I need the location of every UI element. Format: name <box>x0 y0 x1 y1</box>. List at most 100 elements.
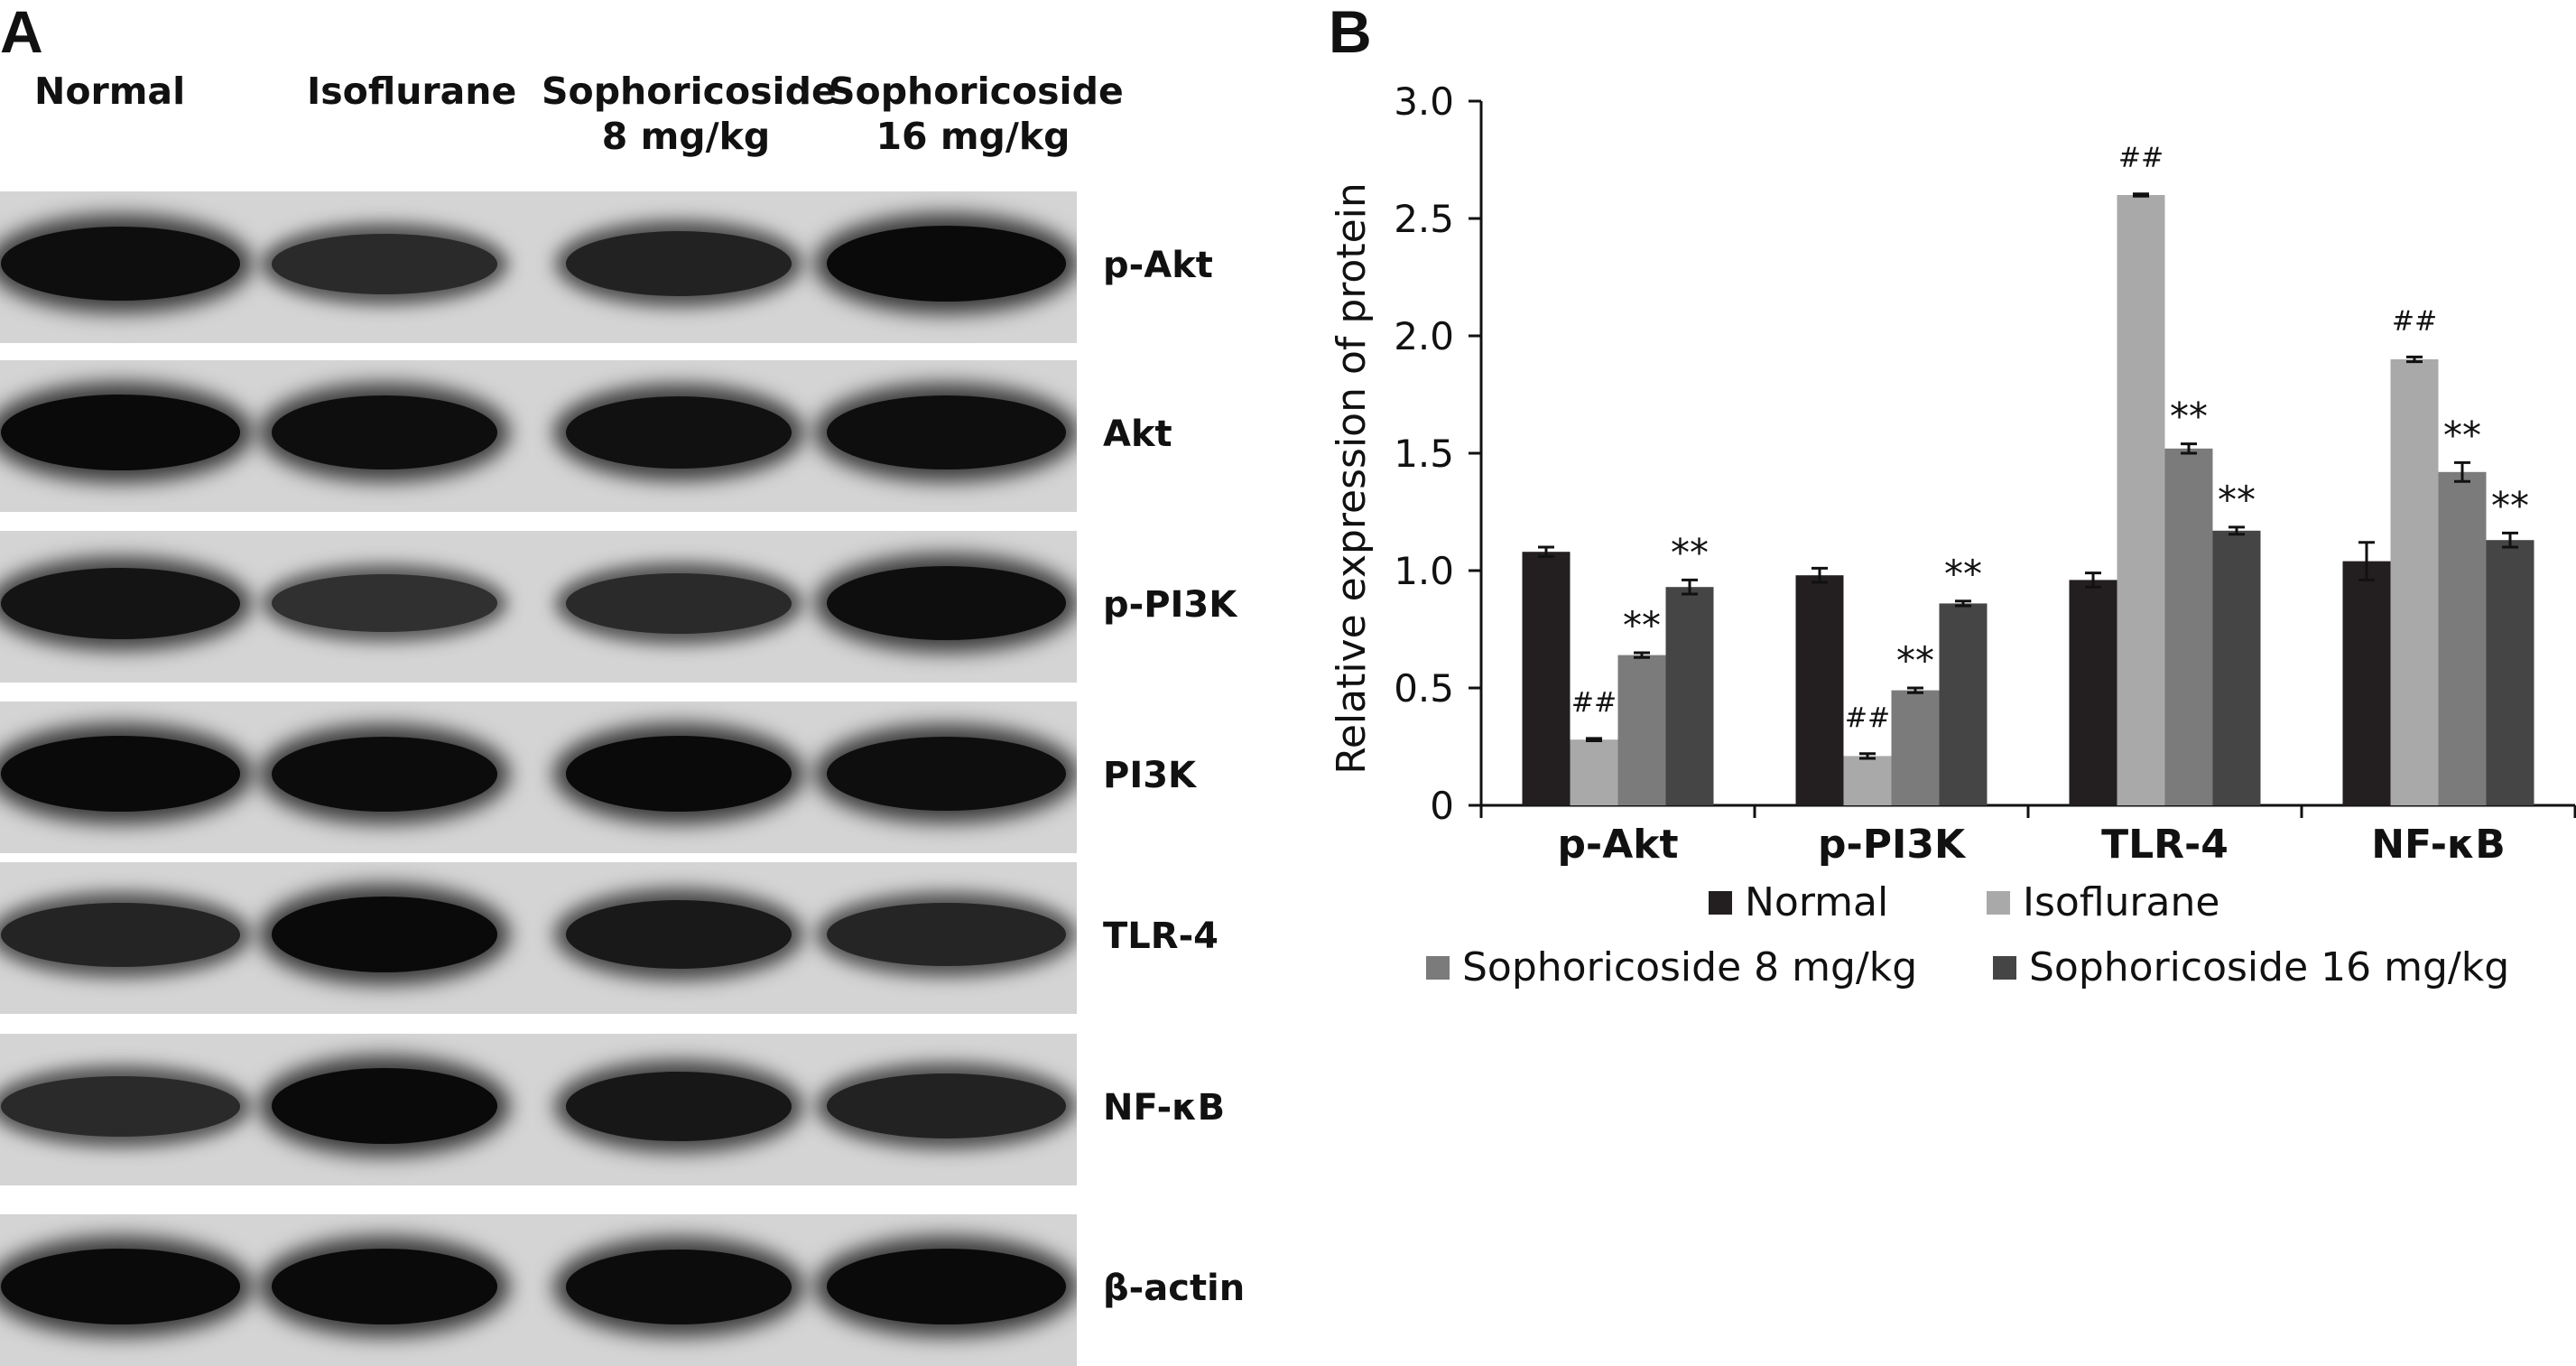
significance-marker: ** <box>1944 552 1982 596</box>
y-tick-label: 0.5 <box>1394 666 1454 711</box>
blot-label: TLR-4 <box>1103 915 1219 957</box>
blot-strip <box>0 531 1077 683</box>
blot-band <box>272 736 497 812</box>
panel-b-letter: B <box>1329 0 1372 65</box>
legend-label: Sophoricoside 8 mg/kg <box>1462 944 1918 990</box>
blot-band <box>566 1071 792 1141</box>
panel-a-letter: A <box>0 0 43 65</box>
x-tick-label: TLR-4 <box>2101 822 2229 868</box>
bar <box>1795 575 1844 805</box>
blot-label: PI3K <box>1103 755 1197 796</box>
significance-marker: ## <box>2392 305 2437 337</box>
blot-band <box>826 737 1066 811</box>
blot-band <box>272 233 497 294</box>
blot-label: p-PI3K <box>1103 584 1237 626</box>
blot-band <box>0 227 240 301</box>
blot-label: β-actin <box>1103 1268 1246 1309</box>
lane-header-line1: Isoflurane <box>307 70 517 113</box>
y-tick-label: 1.5 <box>1394 432 1454 476</box>
lane-header-line1: Sophoricoside <box>542 70 837 113</box>
legend-item: Sophoricoside 16 mg/kg <box>1993 948 2509 988</box>
legend-label: Normal <box>1745 879 1889 925</box>
y-tick-label: 3.0 <box>1394 79 1454 124</box>
blot-band <box>566 900 792 969</box>
blot-band <box>0 736 240 812</box>
blot-strip <box>0 1214 1077 1366</box>
significance-marker: ** <box>2443 413 2481 457</box>
blot-strip <box>0 702 1077 853</box>
legend-item: Normal <box>1709 883 1888 923</box>
blot-band <box>826 903 1066 966</box>
blot-band <box>566 231 792 296</box>
y-tick-label: 2.5 <box>1394 197 1454 241</box>
bar <box>1843 756 1892 805</box>
bar <box>2342 561 2391 805</box>
bar <box>2390 359 2439 805</box>
blot-band <box>566 736 792 812</box>
blot-band <box>566 1249 792 1324</box>
significance-marker: ## <box>1845 702 1890 734</box>
bar <box>1665 587 1714 805</box>
blot-band <box>826 1249 1066 1324</box>
blot-band <box>0 567 240 639</box>
significance-marker: ## <box>1571 687 1617 719</box>
blot-strip <box>0 1034 1077 1185</box>
x-tick-label: p-Akt <box>1557 822 1678 868</box>
blot-strip <box>0 360 1077 512</box>
significance-marker: ** <box>2218 478 2256 522</box>
bar <box>1570 739 1618 805</box>
legend-label: Sophoricoside 16 mg/kg <box>2029 944 2510 990</box>
blot-label: p-Akt <box>1103 245 1213 286</box>
x-tick-label: NF-κB <box>2371 822 2506 868</box>
blot-band <box>0 395 240 470</box>
significance-marker: ** <box>2170 395 2208 439</box>
lane-header-isoflurane: Isoflurane <box>307 69 517 114</box>
blot-band <box>0 1075 240 1137</box>
blot-label: NF-κB <box>1103 1087 1226 1129</box>
significance-marker: ** <box>1623 603 1661 647</box>
blot-band <box>826 226 1066 302</box>
blot-band <box>272 395 497 469</box>
bar <box>2069 580 2117 805</box>
bar <box>1939 603 1988 805</box>
bar <box>2486 540 2534 805</box>
bar <box>2212 530 2261 805</box>
lane-header-line1: Normal <box>34 70 186 113</box>
lane-header-line2: 16 mg/kg <box>876 115 1070 158</box>
bar <box>1522 552 1571 805</box>
blot-band <box>826 395 1066 469</box>
blot-band <box>272 897 497 972</box>
lane-header-sophoricoside-8: Sophoricoside 8 mg/kg <box>542 69 837 159</box>
blot-band <box>272 1068 497 1144</box>
y-tick-label: 2.0 <box>1394 314 1454 358</box>
blot-band <box>826 1073 1066 1138</box>
legend-swatch <box>1709 891 1732 915</box>
y-tick-label: 1.0 <box>1394 549 1454 593</box>
significance-marker: ** <box>1896 638 1934 683</box>
lane-header-sophoricoside-16: Sophoricoside 16 mg/kg <box>829 69 1124 159</box>
significance-marker: ** <box>2491 483 2529 527</box>
y-axis-label: Relative expression of protein <box>1329 182 1375 775</box>
legend-swatch <box>1987 891 2010 915</box>
blot-strip <box>0 862 1077 1014</box>
bar <box>1617 655 1666 805</box>
legend-item: Sophoricoside 8 mg/kg <box>1426 948 1917 988</box>
bar <box>2117 195 2165 805</box>
blot-band <box>826 566 1066 640</box>
lane-header-line2: 8 mg/kg <box>601 115 771 158</box>
blot-band <box>272 574 497 632</box>
y-tick-label: 0 <box>1430 784 1454 828</box>
legend-swatch <box>1426 956 1450 980</box>
blot-band <box>0 902 240 967</box>
legend-label: Isoflurane <box>2023 879 2220 925</box>
blot-strip <box>0 191 1077 343</box>
blot-band <box>566 396 792 469</box>
lane-header-normal: Normal <box>34 69 224 114</box>
legend-item: Isoflurane <box>1987 883 2219 923</box>
significance-marker: ## <box>2118 143 2164 174</box>
bar <box>2164 448 2213 805</box>
blot-band <box>566 572 792 634</box>
x-tick-label: p-PI3K <box>1818 822 1967 868</box>
significance-marker: ** <box>1671 530 1709 574</box>
legend-swatch <box>1993 956 2016 980</box>
